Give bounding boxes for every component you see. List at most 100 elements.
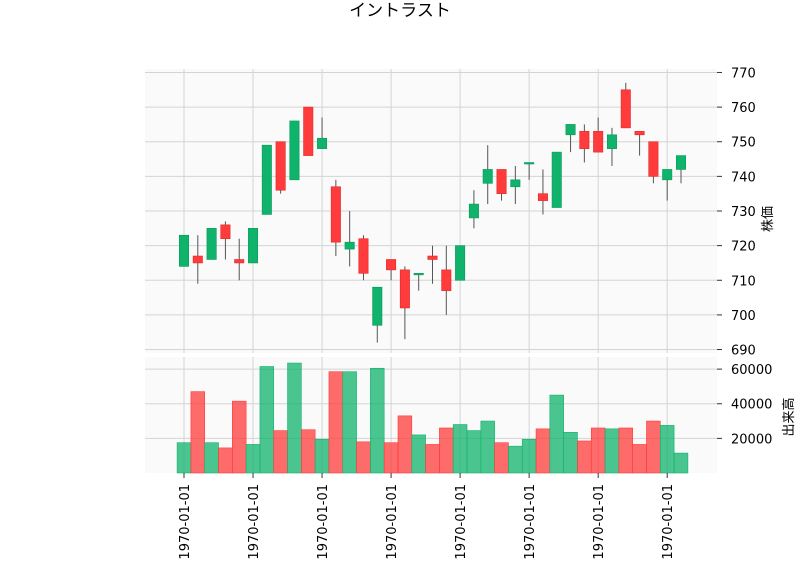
volume-bar: [287, 362, 302, 474]
volume-bar: [632, 444, 647, 474]
volume-bar: [425, 444, 440, 474]
candle-body: [510, 179, 521, 188]
volume-bar: [563, 432, 578, 474]
candle-body: [372, 286, 383, 326]
volume-bar: [549, 394, 564, 474]
candle-body: [579, 131, 590, 149]
price-panel: 690 700 710 720 730 740 750 760 770: [145, 66, 756, 359]
y-tick-label: 730: [731, 205, 756, 220]
candle-body: [634, 131, 645, 136]
x-axis: 1970-01-01 1970-01-01 1970-01-01 1970-01-01…: [178, 473, 676, 560]
candle-body: [606, 134, 617, 149]
candle-body: [551, 151, 562, 208]
candle-body: [427, 255, 438, 260]
volume-tick-label: 20000: [731, 432, 772, 447]
candle-body: [496, 169, 507, 194]
volume-bar: [452, 424, 468, 474]
y-tick-label: 740: [731, 170, 756, 185]
volume-bar: [494, 442, 509, 474]
price-axis-label: 株価: [761, 206, 776, 232]
candle-body: [317, 137, 328, 149]
volume-bar: [204, 442, 219, 474]
volume-bar: [328, 371, 344, 474]
volume-bar: [273, 430, 288, 474]
volume-bar: [190, 391, 206, 474]
candle-body: [192, 255, 203, 264]
y-tick-label: 770: [731, 66, 756, 81]
x-tick-label: 1970-01-01: [385, 484, 400, 560]
volume-bar: [466, 430, 482, 474]
y-tick-label: 700: [731, 309, 756, 324]
candle-body: [179, 234, 189, 267]
candle-body: [620, 89, 631, 129]
volume-bar: [176, 442, 192, 474]
volume-bar: [508, 445, 523, 474]
candle-body: [206, 228, 217, 260]
candle-body: [468, 203, 479, 219]
candle-body: [648, 141, 659, 177]
volume-bar: [646, 420, 661, 474]
candle-body: [537, 193, 548, 201]
volume-panel: 20000 40000 60000: [145, 357, 772, 474]
x-tick-label: 1970-01-01: [523, 484, 538, 560]
candle-body: [565, 124, 576, 136]
candle-body: [261, 144, 272, 215]
x-tick-label: 1970-01-01: [592, 484, 607, 560]
volume-bar: [342, 371, 357, 474]
candle-body: [386, 259, 397, 271]
volume-bar: [383, 442, 399, 474]
y-tick-label: 750: [731, 136, 756, 151]
candle-body: [248, 228, 259, 264]
y-tick-label: 690: [731, 344, 756, 359]
x-tick-label: 1970-01-01: [661, 484, 676, 560]
y-tick-label: 710: [731, 274, 756, 289]
volume-bar: [673, 452, 689, 474]
volume-bar: [218, 447, 233, 474]
volume-tick-label: 40000: [731, 398, 772, 413]
y-tick-label: 760: [731, 101, 756, 116]
candle-body: [275, 141, 286, 191]
candle-body: [303, 106, 314, 156]
candle-body: [676, 155, 686, 170]
x-tick-label: 1970-01-01: [316, 484, 331, 560]
candle-body: [455, 245, 466, 281]
candle-body: [289, 120, 300, 181]
volume-bar: [232, 400, 247, 474]
volume-bar: [301, 429, 316, 474]
volume-bar: [577, 440, 592, 474]
candle-body: [482, 169, 493, 184]
volume-bar: [397, 415, 413, 474]
candle-body: [593, 131, 604, 153]
volume-bar: [356, 441, 371, 474]
volume-bar: [480, 420, 495, 474]
candle-body: [220, 224, 231, 240]
chart-title: イントラスト: [349, 1, 451, 21]
candle-body: [330, 186, 341, 243]
volume-bar: [370, 367, 385, 474]
x-tick-label: 1970-01-01: [454, 484, 469, 560]
volume-bar: [314, 438, 330, 474]
candle-body: [234, 259, 245, 264]
volume-bar: [411, 434, 426, 474]
candle-body: [358, 238, 369, 274]
volume-bar: [259, 366, 275, 474]
volume-tick-label: 60000: [731, 363, 772, 378]
candle-body: [662, 169, 673, 181]
candle-body: [524, 162, 535, 165]
candle-body: [399, 269, 410, 309]
candle-body: [344, 241, 355, 250]
volume-bar: [245, 444, 261, 474]
volume-bar: [535, 428, 551, 474]
volume-bar: [604, 428, 620, 474]
volume-bar: [659, 425, 675, 474]
candle-body: [441, 269, 452, 291]
volume-bar: [521, 438, 537, 474]
x-tick-label: 1970-01-01: [247, 484, 262, 560]
volume-bar: [439, 427, 454, 474]
volume-bar: [618, 427, 633, 474]
y-tick-label: 720: [731, 240, 756, 255]
candle-body: [413, 273, 424, 276]
volume-axis-label: 出来高: [781, 397, 797, 436]
x-tick-label: 1970-01-01: [178, 484, 193, 560]
